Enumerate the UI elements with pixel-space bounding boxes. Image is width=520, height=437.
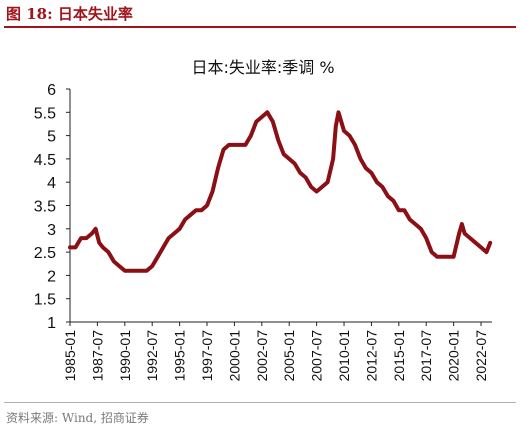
x-tick-label: 1990-01	[117, 330, 133, 382]
y-tick-label: 3.5	[34, 199, 56, 216]
x-tick-label: 2022-07	[473, 330, 489, 382]
x-tick-label: 2012-07	[363, 330, 379, 382]
y-tick-label: 3	[47, 222, 56, 239]
x-tick-label: 1987-07	[89, 330, 105, 382]
x-tick-label: 2020-01	[446, 330, 462, 382]
x-tick-label: 2017-07	[418, 330, 434, 382]
source-note: 资料来源: Wind, 招商证券	[6, 411, 149, 425]
y-tick-label: 6	[47, 82, 56, 99]
x-tick-label: 2000-01	[226, 330, 242, 382]
x-ticks: 1985-01 1987-07 1990-01 1992-07 1995-01 1997-…	[62, 322, 489, 381]
figure-title: 图 18: 日本失业率	[6, 5, 133, 23]
x-tick-label: 2010-01	[336, 330, 352, 382]
title-rule	[4, 26, 516, 28]
y-ticks: 1 1.5 2 2.5 3 3.5 4 4.5 5 5.5 6	[34, 82, 70, 332]
x-tick-label: 2007-07	[309, 330, 325, 382]
x-tick-label: 2005-01	[281, 330, 297, 382]
x-tick-label: 2002-07	[254, 330, 270, 382]
x-tick-label: 1992-07	[144, 330, 160, 382]
x-tick-label: 1985-01	[62, 330, 78, 382]
y-tick-label: 1.5	[34, 292, 56, 309]
y-tick-label: 2.5	[34, 245, 56, 262]
y-tick-label: 4	[47, 175, 56, 192]
bottom-rule	[4, 402, 516, 403]
y-tick-label: 5.5	[34, 105, 56, 122]
chart-title: 日本:失业率:季调 %	[191, 58, 334, 77]
x-tick-label: 1997-07	[199, 330, 215, 382]
y-tick-label: 2	[47, 268, 56, 285]
y-tick-label: 5	[47, 129, 56, 146]
x-tick-label: 2015-01	[391, 330, 407, 382]
x-tick-label: 1995-01	[172, 330, 188, 382]
unemployment-rate-line	[68, 110, 493, 273]
y-tick-label: 1	[47, 315, 56, 332]
y-tick-label: 4.5	[34, 152, 56, 169]
